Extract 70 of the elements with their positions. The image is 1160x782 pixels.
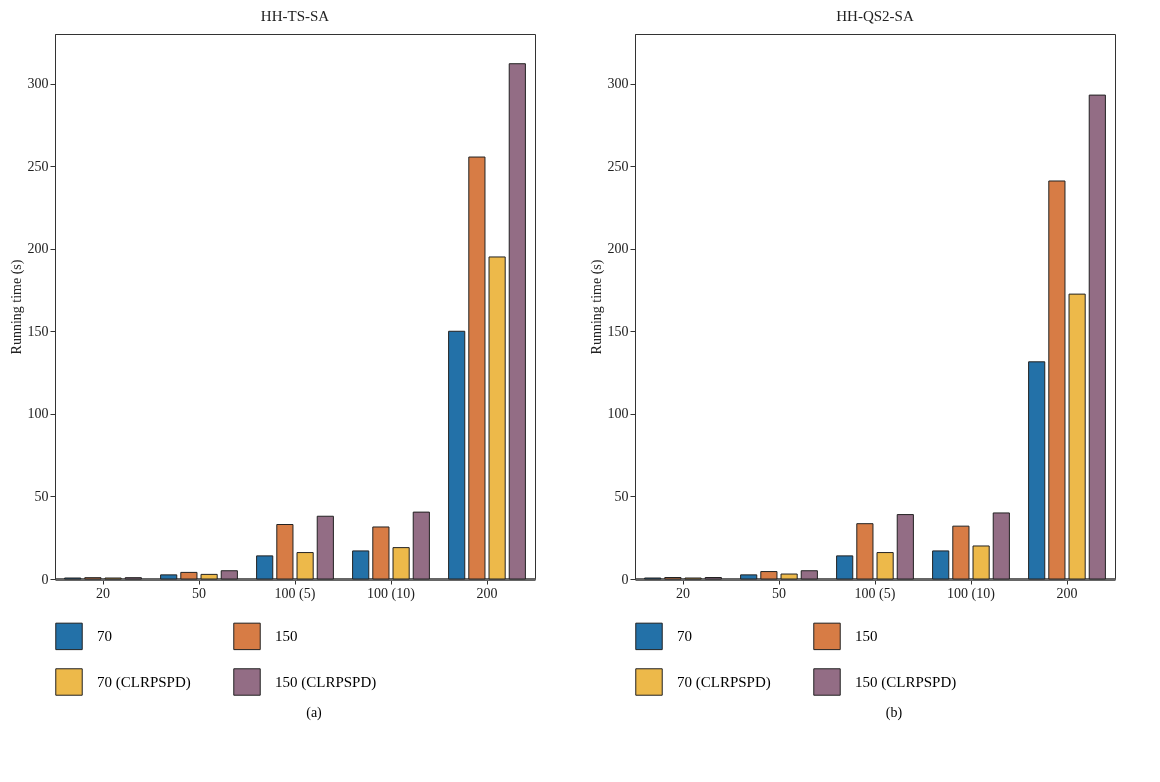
y-tick-label: 150 (27, 323, 49, 339)
y-axis-title: Running time (s) (588, 259, 605, 355)
bar (352, 550, 370, 580)
y-tick-label: 300 (607, 76, 629, 92)
chart-title: HH-TS-SA (260, 8, 330, 24)
bar (1028, 361, 1046, 580)
bar (972, 545, 990, 580)
bar (372, 526, 390, 580)
bar (780, 573, 798, 580)
x-tick-label: 100 (10) (947, 585, 996, 602)
bar (740, 574, 758, 580)
x-tick-label: 200 (1056, 585, 1078, 601)
chart-title: HH-QS2-SA (836, 8, 914, 24)
bar (896, 514, 914, 580)
legend-label: 150 (275, 628, 298, 645)
text: (a) (305, 705, 323, 721)
legend-label: 150 (855, 628, 878, 645)
bar (392, 547, 410, 580)
x-tick-label: 20 (96, 585, 110, 601)
bar (836, 555, 854, 580)
x-tick-label: 200 (476, 585, 498, 601)
y-tick-label: 200 (607, 241, 629, 257)
bar (276, 524, 294, 580)
bar (160, 574, 178, 580)
x-tick-label: 100 (10) (367, 585, 416, 602)
y-tick-label: 300 (27, 76, 49, 92)
x-tick-label: 50 (192, 585, 206, 601)
bar (876, 552, 894, 580)
x-tick-label: 100 (5) (274, 585, 316, 602)
bar (200, 573, 218, 580)
bar (412, 511, 430, 580)
y-axis-title: Running time (s) (8, 259, 25, 355)
legend-label: 150 (CLRPSPD) (275, 674, 377, 691)
y-tick-label: 0 (41, 571, 49, 587)
legend-label: 150 (CLRPSPD) (855, 674, 957, 691)
bar (1068, 293, 1086, 580)
x-tick-label: 50 (772, 585, 786, 601)
bar (180, 571, 198, 580)
y-tick-label: 200 (27, 241, 49, 257)
legend-label: 70 (CLRPSPD) (97, 674, 191, 691)
bar (952, 525, 970, 580)
x-tick-label: 20 (676, 585, 690, 601)
bar (220, 570, 238, 580)
text: (b) (884, 705, 904, 721)
bar (760, 571, 778, 580)
bar (1048, 180, 1066, 580)
bar (316, 515, 334, 580)
bar (856, 523, 874, 580)
bar (468, 156, 486, 580)
y-tick-label: 50 (614, 488, 629, 504)
y-tick-label: 0 (621, 571, 629, 587)
bar (296, 552, 314, 580)
bar (256, 555, 274, 580)
bar (448, 330, 466, 580)
bar (992, 512, 1010, 580)
y-tick-label: 250 (607, 158, 629, 174)
bar (488, 256, 506, 580)
x-tick-label: 100 (5) (854, 585, 896, 602)
y-tick-label: 50 (34, 488, 49, 504)
legend-label: 70 (97, 628, 112, 645)
bar (508, 63, 526, 580)
y-tick-label: 250 (27, 158, 49, 174)
bar (800, 570, 818, 580)
y-tick-label: 150 (607, 323, 629, 339)
legend-label: 70 (CLRPSPD) (677, 674, 771, 691)
bar (932, 550, 950, 580)
y-tick-label: 100 (607, 406, 629, 422)
bar (1088, 94, 1106, 580)
legend-label: 70 (677, 628, 692, 645)
y-tick-label: 100 (27, 406, 49, 422)
